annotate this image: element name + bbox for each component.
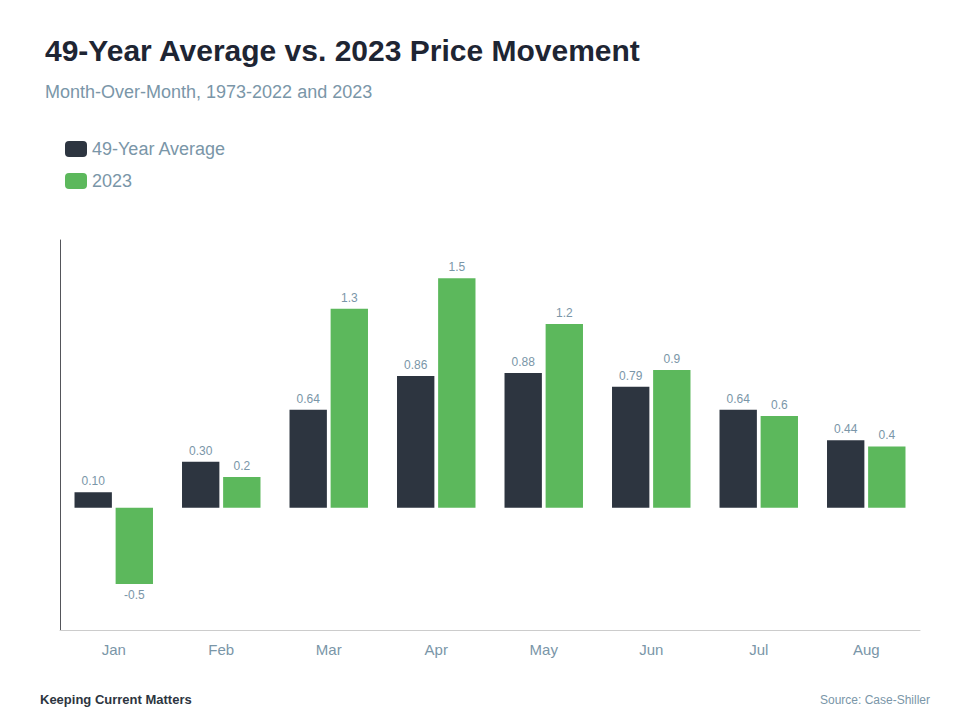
svg-text:Feb: Feb: [208, 641, 234, 658]
svg-text:0.9: 0.9: [663, 352, 680, 366]
svg-text:0.10: 0.10: [82, 474, 106, 488]
svg-text:0.88: 0.88: [512, 355, 536, 369]
svg-text:0.44: 0.44: [834, 422, 858, 436]
svg-text:1.5: 1.5: [448, 260, 465, 274]
svg-text:-0.5: -0.5: [124, 588, 145, 602]
svg-text:Month-Over-Month, 1973-2022 an: Month-Over-Month, 1973-2022 and 2023: [45, 82, 372, 102]
svg-text:Keeping Current Matters: Keeping Current Matters: [40, 692, 192, 707]
svg-text:Jun: Jun: [639, 641, 663, 658]
svg-text:49-Year Average: 49-Year Average: [92, 139, 225, 159]
svg-text:Source: Case-Shiller: Source: Case-Shiller: [820, 693, 930, 707]
svg-text:2023: 2023: [92, 171, 132, 191]
svg-text:1.3: 1.3: [341, 291, 358, 305]
svg-text:1.2: 1.2: [556, 306, 573, 320]
svg-text:Aug: Aug: [853, 641, 880, 658]
svg-text:0.79: 0.79: [619, 369, 643, 383]
svg-text:0.64: 0.64: [727, 392, 751, 406]
svg-text:Jan: Jan: [102, 641, 126, 658]
svg-text:0.30: 0.30: [189, 444, 213, 458]
svg-text:Apr: Apr: [425, 641, 448, 658]
svg-text:Mar: Mar: [316, 641, 342, 658]
svg-text:0.4: 0.4: [878, 428, 895, 442]
svg-text:0.64: 0.64: [297, 392, 321, 406]
svg-text:0.6: 0.6: [771, 398, 788, 412]
svg-text:49-Year Average vs. 2023 Price: 49-Year Average vs. 2023 Price Movement: [45, 34, 640, 67]
svg-text:Jul: Jul: [749, 641, 768, 658]
svg-text:0.2: 0.2: [233, 459, 250, 473]
svg-text:0.86: 0.86: [404, 358, 428, 372]
svg-text:May: May: [530, 641, 559, 658]
